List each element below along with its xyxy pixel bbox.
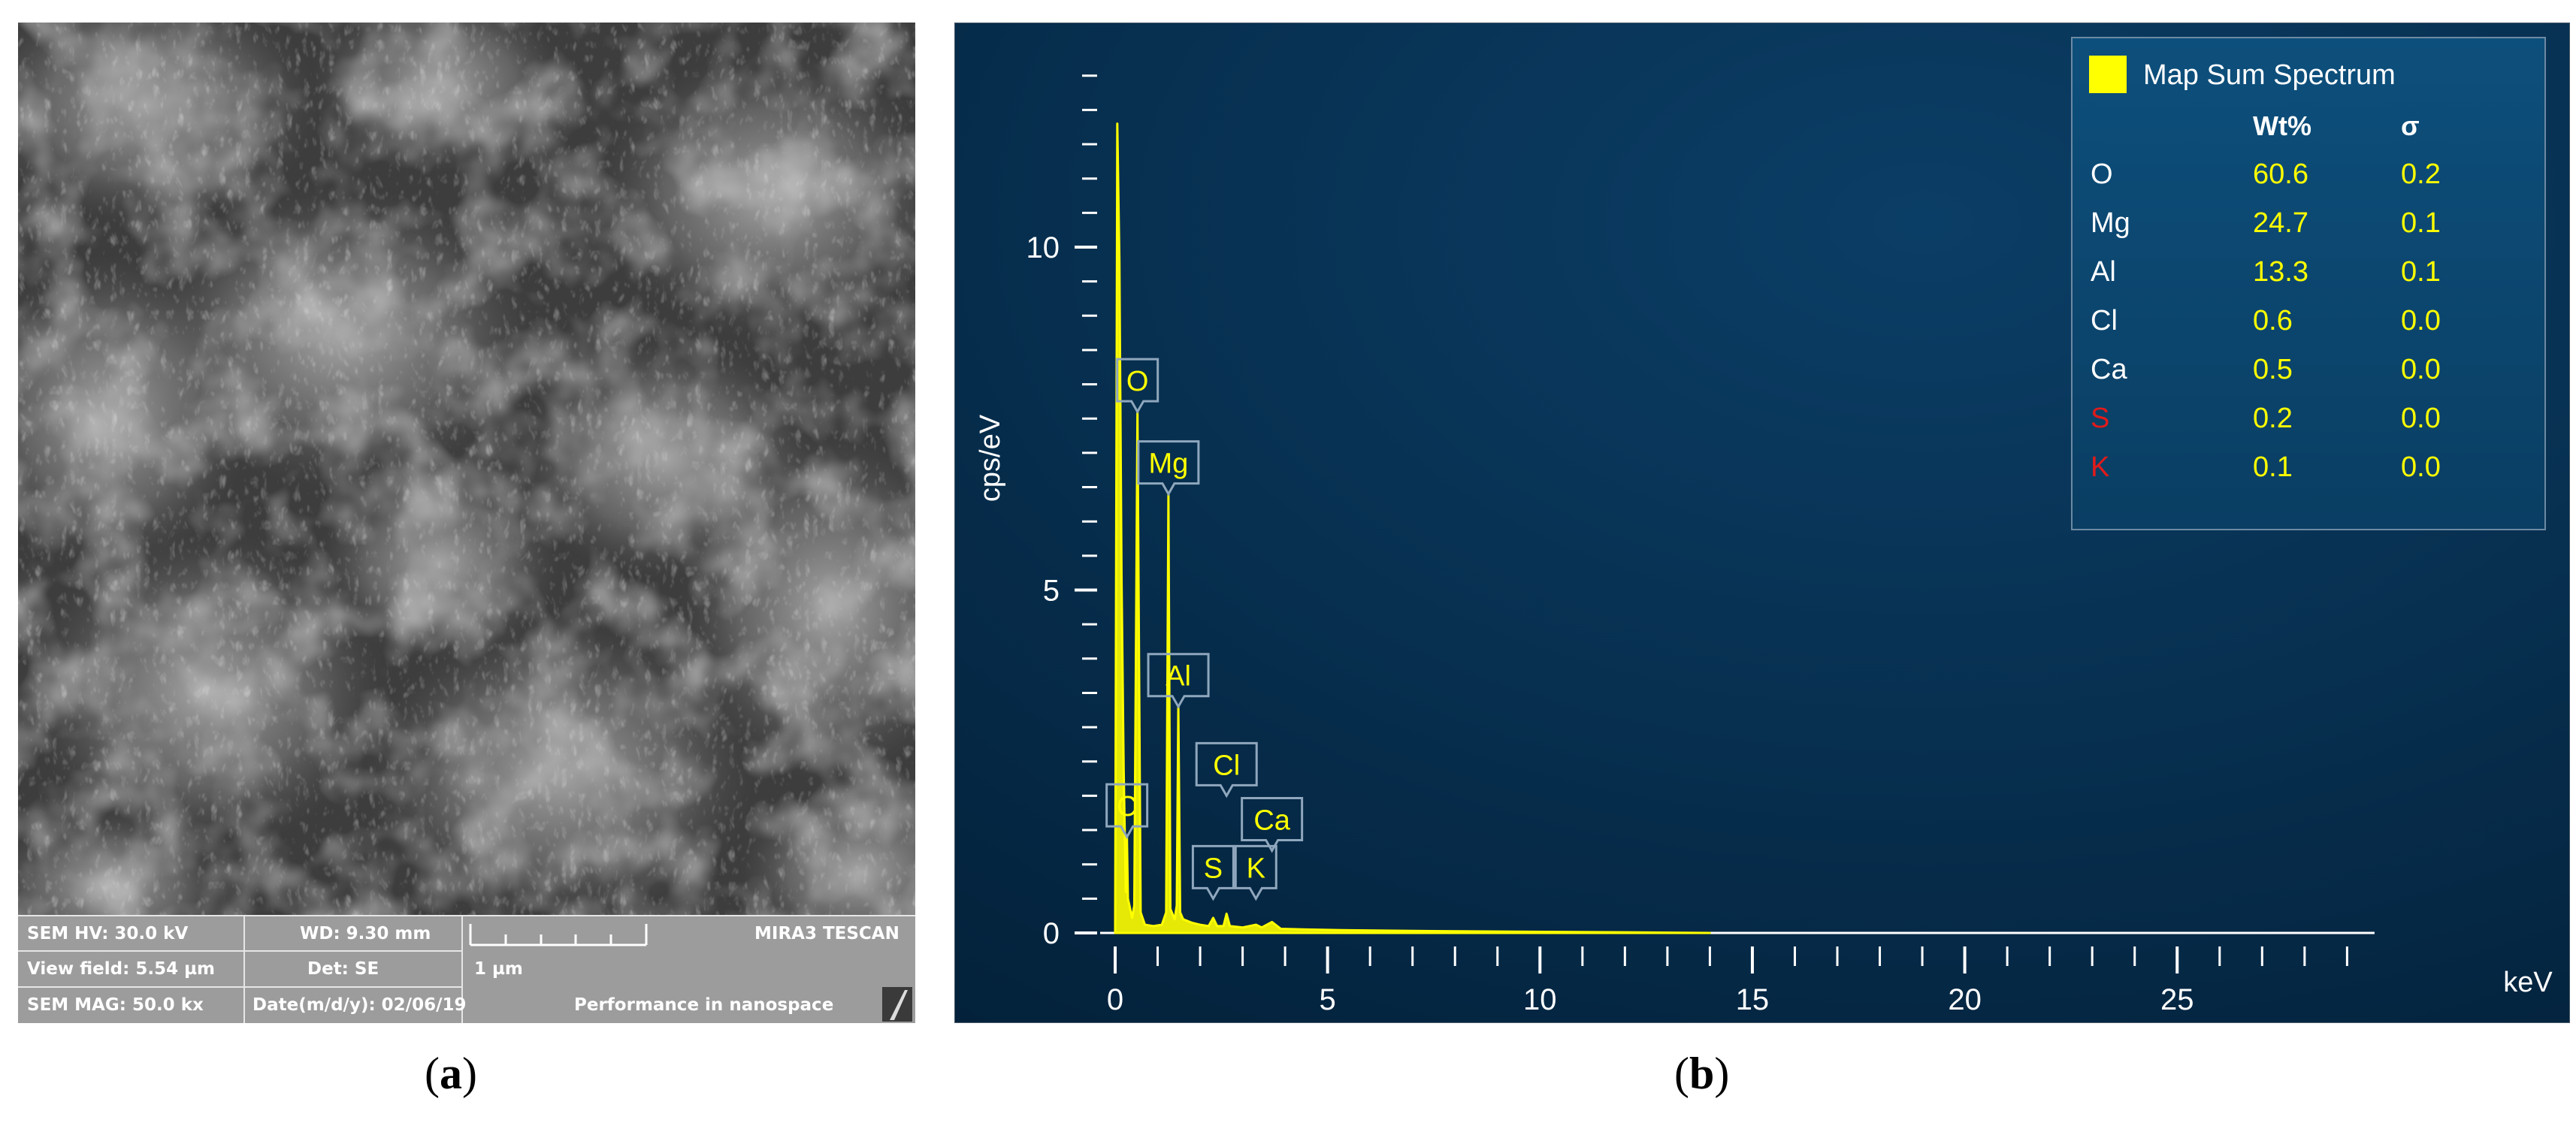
peak-callout-box: [1105, 783, 1149, 840]
sem-micrograph-image: [18, 23, 915, 915]
peak-label-o: O: [1116, 358, 1160, 415]
peak-callout-box: [1234, 844, 1277, 901]
peak-label-text: K: [1247, 853, 1265, 884]
table-wt: 24.7: [2253, 207, 2308, 239]
sem-micrograph-panel: SEM HV: 30.0 kV WD: 9.30 mm View field: …: [18, 23, 915, 1023]
peak-label-s: S: [1191, 844, 1235, 901]
table-row: Al 13.3 0.1: [2091, 256, 2441, 288]
peak-label-text: S: [1204, 853, 1223, 884]
table-wt: 0.1: [2253, 451, 2293, 483]
table-element: Al: [2091, 256, 2116, 288]
peak-callout-box: [1195, 741, 1258, 798]
table-sigma: 0.0: [2401, 403, 2441, 434]
peak-label-text: Mg: [1148, 448, 1188, 480]
table-element: Cl: [2091, 305, 2118, 337]
sem-hv: SEM HV: 30.0 kV: [27, 924, 189, 943]
x-tick-label: 5: [1320, 983, 1336, 1016]
y-axis-label: cps/eV: [975, 414, 1006, 502]
peak-label-cl: Cl: [1195, 741, 1258, 798]
peak-label-text: Al: [1166, 661, 1191, 693]
sem-magnification: SEM MAG: 50.0 kx: [27, 995, 204, 1015]
table-sigma: 0.0: [2401, 451, 2441, 483]
scale-bar: [469, 924, 648, 946]
sem-date: Date(m/d/y): 02/06/19: [252, 995, 467, 1015]
x-tick-label: 10: [1523, 983, 1557, 1016]
peak-callout-box: [1147, 653, 1210, 709]
table-header-wt: Wt%: [2253, 110, 2311, 141]
table-row: K 0.1 0.0: [2091, 451, 2441, 483]
peak-label-al: Al: [1147, 653, 1210, 709]
table-wt: 0.2: [2253, 403, 2293, 434]
brand-slogan: Performance in nanospace: [574, 995, 834, 1015]
table-element: O: [2091, 158, 2113, 190]
peak-label-k: K: [1234, 844, 1277, 901]
table-row: Ca 0.5 0.0: [2091, 354, 2441, 385]
y-tick-label: 10: [1026, 231, 1060, 264]
spectrum-series: [1114, 122, 1711, 934]
peak-label-text: Cl: [1213, 750, 1240, 781]
tescan-logo-icon: [882, 987, 912, 1022]
sem-wd: WD: 9.30 mm: [300, 924, 431, 943]
table-element: Ca: [2091, 354, 2127, 385]
legend-swatch: [2089, 56, 2127, 93]
table-wt: 13.3: [2253, 256, 2308, 288]
peak-label-text: Ca: [1253, 804, 1290, 836]
table-row: O 60.6 0.2: [2091, 158, 2441, 190]
table-wt: 0.5: [2253, 354, 2293, 385]
sem-info-bar: SEM HV: 30.0 kV WD: 9.30 mm View field: …: [18, 915, 915, 1023]
table-sigma: 0.0: [2401, 354, 2441, 385]
peak-label-c: C: [1105, 783, 1149, 840]
x-tick-label: 25: [2160, 983, 2194, 1016]
sem-detector: Det: SE: [307, 959, 379, 979]
caption-b: (b): [1674, 1049, 1730, 1098]
x-tick-label: 0: [1107, 983, 1123, 1016]
x-tick-label: 20: [1948, 983, 1982, 1016]
scale-bar-label: 1 µm: [474, 959, 523, 979]
peak-label-text: C: [1117, 791, 1137, 823]
microscope-brand: MIRA3 TESCAN: [754, 924, 899, 943]
table-row: S 0.2 0.0: [2091, 403, 2441, 434]
table-header-sigma: σ: [2401, 110, 2420, 141]
y-tick-label: 5: [1043, 575, 1060, 608]
peak-label-mg: Mg: [1137, 440, 1200, 497]
x-tick-label: 15: [1736, 983, 1770, 1016]
table-sigma: 0.2: [2401, 158, 2441, 190]
peak-label-text: O: [1126, 366, 1149, 397]
legend-label: Map Sum Spectrum: [2143, 59, 2396, 91]
sem-view-field: View field: 5.54 µm: [27, 959, 215, 979]
table-element: K: [2091, 451, 2109, 483]
table-wt: 60.6: [2253, 158, 2308, 190]
peak-callout-box: [1116, 358, 1160, 415]
composition-table: Map Sum Spectrum Wt% σ O 60.6 0.2 Mg 24.7 0.1…: [2071, 37, 2546, 530]
table-row: Cl 0.6 0.0: [2091, 305, 2441, 337]
table-row: Mg 24.7 0.1: [2091, 207, 2441, 239]
table-wt: 0.6: [2253, 305, 2293, 337]
peak-callout-box: [1191, 844, 1235, 901]
table-sigma: 0.1: [2401, 256, 2441, 288]
table-element: Mg: [2091, 207, 2130, 239]
y-tick-label: 0: [1043, 917, 1060, 950]
table-sigma: 0.0: [2401, 305, 2441, 337]
table-sigma: 0.1: [2401, 207, 2441, 239]
peak-label-ca: Ca: [1241, 796, 1304, 853]
caption-a: (a): [425, 1049, 477, 1098]
peak-callout-box: [1241, 796, 1304, 853]
x-axis-label: keV: [2503, 967, 2553, 998]
table-element: S: [2091, 403, 2109, 434]
peak-callout-box: [1137, 440, 1200, 497]
